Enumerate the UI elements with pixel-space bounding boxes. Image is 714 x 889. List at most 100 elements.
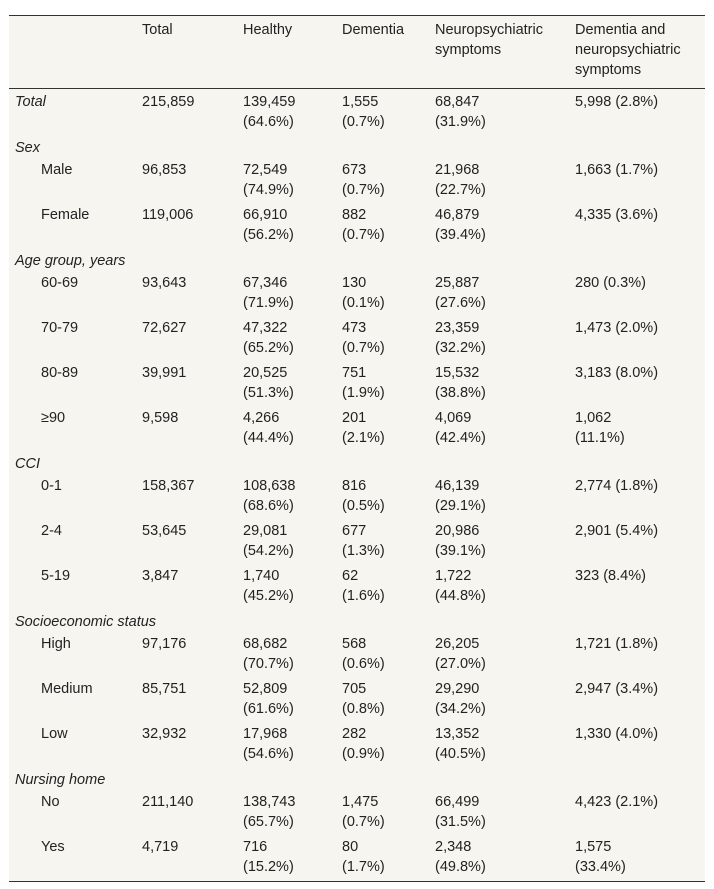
table-row: Female 119,006 66,910 (56.2%) 882 (0.7%) 46,… — [9, 204, 705, 249]
table-row: Total 215,859 139,459 (64.6%) 1,555 (0.7%) 6… — [9, 89, 705, 137]
table-row: Male 96,853 72,549 (74.9%) 673 (0.7%) 21,968… — [9, 159, 705, 204]
cell-total: 32,932 — [142, 726, 187, 742]
cell-row-label: 80-89 — [41, 365, 79, 381]
cell-row-label: Medium — [41, 681, 93, 697]
cell-healthy: 108,638 (68.6%) — [243, 478, 296, 514]
cell-total: 3,847 — [142, 568, 179, 584]
cell-dementia: 473 (0.7%) — [342, 320, 385, 356]
cell-neuropsychiatric: 46,879 (39.4%) — [435, 207, 486, 243]
cell-row-label: High — [41, 636, 71, 652]
cell-neuropsychiatric: 4,069 (42.4%) — [435, 410, 486, 446]
table-row: High 97,176 68,682 (70.7%) 568 (0.6%) 26,205… — [9, 633, 705, 678]
cell-dementia-and-neuropsychiatric: 1,575 (33.4%) — [575, 839, 626, 875]
header-row: Total Healthy Dementia Neuropsychiatric sym… — [9, 15, 705, 89]
cell-neuropsychiatric: 66,499 (31.5%) — [435, 794, 486, 830]
cell-healthy: 716 (15.2%) — [243, 839, 294, 875]
header-neuropsychiatric: Neuropsychiatric symptoms — [435, 22, 543, 58]
cell-dementia: 816 (0.5%) — [342, 478, 385, 514]
cell-dementia-and-neuropsychiatric: 1,330 (4.0%) — [575, 726, 659, 742]
table-row: 2-4 53,645 29,081 (54.2%) 677 (1.3%) 20,986 … — [9, 520, 705, 565]
cell-dementia: 282 (0.9%) — [342, 726, 385, 762]
cell-dementia-and-neuropsychiatric: 323 (8.4%) — [575, 568, 646, 584]
cell-total: 93,643 — [142, 275, 187, 291]
cell-dementia-and-neuropsychiatric: 3,183 (8.0%) — [575, 365, 659, 381]
cell-total: 39,991 — [142, 365, 187, 381]
cell-row-label: 2-4 — [41, 523, 62, 539]
category-label: CCI — [15, 456, 40, 472]
cell-neuropsychiatric: 26,205 (27.0%) — [435, 636, 486, 672]
cell-row-label: 5-19 — [41, 568, 71, 584]
table-row: Yes 4,719 716 (15.2%) 80 (1.7%) 2,348 (49.8%… — [9, 836, 705, 882]
cell-healthy: 17,968 (54.6%) — [243, 726, 294, 762]
table-row: 80-89 39,991 20,525 (51.3%) 751 (1.9%) 15,53… — [9, 362, 705, 407]
cell-healthy: 67,346 (71.9%) — [243, 275, 294, 311]
cell-dementia: 673 (0.7%) — [342, 162, 385, 198]
cell-total: 53,645 — [142, 523, 187, 539]
cell-healthy: 4,266 (44.4%) — [243, 410, 294, 446]
data-table: Total Healthy Dementia Neuropsychiatric sym… — [9, 15, 705, 882]
cell-neuropsychiatric: 23,359 (32.2%) — [435, 320, 486, 356]
table-row: 0-1 158,367 108,638 (68.6%) 816 (0.5%) 46,13… — [9, 475, 705, 520]
cell-neuropsychiatric: 29,290 (34.2%) — [435, 681, 486, 717]
cell-healthy: 68,682 (70.7%) — [243, 636, 294, 672]
data-table-container: Total Healthy Dementia Neuropsychiatric sym… — [9, 15, 705, 882]
category-row: Nursing home — [9, 768, 705, 791]
cell-neuropsychiatric: 21,968 (22.7%) — [435, 162, 486, 198]
table-row: 60-69 93,643 67,346 (71.9%) 130 (0.1%) 25,88… — [9, 272, 705, 317]
cell-total: 4,719 — [142, 839, 179, 855]
cell-total: 96,853 — [142, 162, 187, 178]
header-healthy: Healthy — [243, 22, 293, 38]
cell-row-label: ≥90 — [41, 410, 66, 426]
cell-total: 119,006 — [142, 207, 194, 223]
cell-healthy: 138,743 (65.7%) — [243, 794, 296, 830]
cell-dementia: 1,555 (0.7%) — [342, 94, 385, 130]
cell-neuropsychiatric: 20,986 (39.1%) — [435, 523, 486, 559]
header-dementia: Dementia — [342, 22, 405, 38]
category-label: Socioeconomic status — [15, 614, 157, 630]
cell-dementia: 80 (1.7%) — [342, 839, 385, 875]
cell-dementia: 705 (0.8%) — [342, 681, 385, 717]
cell-neuropsychiatric: 1,722 (44.8%) — [435, 568, 486, 604]
cell-row-label: No — [41, 794, 60, 810]
cell-neuropsychiatric: 25,887 (27.6%) — [435, 275, 486, 311]
cell-total: 158,367 — [142, 478, 195, 494]
cell-total: 72,627 — [142, 320, 187, 336]
category-label: Sex — [15, 140, 40, 156]
table-row: 70-79 72,627 47,322 (65.2%) 473 (0.7%) 23,35… — [9, 317, 705, 362]
cell-dementia-and-neuropsychiatric: 280 (0.3%) — [575, 275, 646, 291]
cell-dementia-and-neuropsychiatric: 4,423 (2.1%) — [575, 794, 659, 810]
cell-total: 85,751 — [142, 681, 187, 697]
cell-neuropsychiatric: 15,532 (38.8%) — [435, 365, 486, 401]
cell-dementia: 201 (2.1%) — [342, 410, 385, 446]
cell-healthy: 1,740 (45.2%) — [243, 568, 294, 604]
cell-dementia-and-neuropsychiatric: 1,663 (1.7%) — [575, 162, 659, 178]
cell-row-label: 0-1 — [41, 478, 62, 494]
header-dementia-and-neuropsychiatric: Dementia and neuropsychiatric symptoms — [575, 22, 681, 78]
cell-neuropsychiatric: 68,847 (31.9%) — [435, 94, 486, 130]
cell-healthy: 139,459 (64.6%) — [243, 94, 296, 130]
cell-dementia-and-neuropsychiatric: 2,901 (5.4%) — [575, 523, 659, 539]
cell-neuropsychiatric: 2,348 (49.8%) — [435, 839, 486, 875]
cell-healthy: 72,549 (74.9%) — [243, 162, 294, 198]
cell-dementia: 62 (1.6%) — [342, 568, 385, 604]
cell-row-label: Low — [41, 726, 68, 742]
cell-dementia-and-neuropsychiatric: 5,998 (2.8%) — [575, 94, 659, 110]
cell-row-label: Male — [41, 162, 73, 178]
table-row: Medium 85,751 52,809 (61.6%) 705 (0.8%) 29,2… — [9, 678, 705, 723]
category-row: Sex — [9, 136, 705, 159]
header-row-label — [9, 16, 136, 89]
cell-healthy: 52,809 (61.6%) — [243, 681, 294, 717]
cell-neuropsychiatric: 13,352 (40.5%) — [435, 726, 486, 762]
cell-dementia-and-neuropsychiatric: 1,062 (11.1%) — [575, 410, 625, 446]
cell-neuropsychiatric: 46,139 (29.1%) — [435, 478, 486, 514]
category-row: CCI — [9, 452, 705, 475]
cell-healthy: 29,081 (54.2%) — [243, 523, 294, 559]
cell-healthy: 20,525 (51.3%) — [243, 365, 294, 401]
cell-healthy: 66,910 (56.2%) — [243, 207, 294, 243]
cell-dementia-and-neuropsychiatric: 1,473 (2.0%) — [575, 320, 659, 336]
cell-row-label: Female — [41, 207, 90, 223]
category-label: Nursing home — [15, 772, 106, 788]
category-row: Socioeconomic status — [9, 610, 705, 633]
table-row: No 211,140 138,743 (65.7%) 1,475 (0.7%) 66,4… — [9, 791, 705, 836]
cell-row-label: 70-79 — [41, 320, 79, 336]
